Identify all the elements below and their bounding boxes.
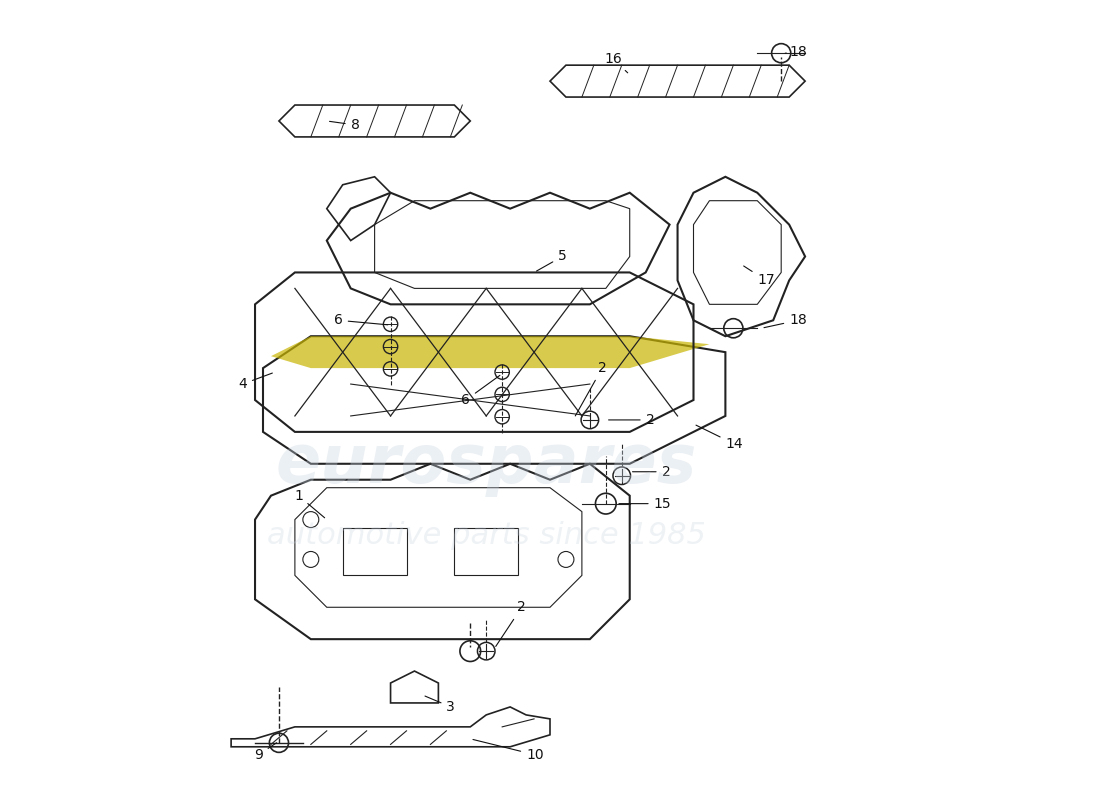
Text: 5: 5 (537, 250, 566, 271)
Text: 2: 2 (608, 413, 654, 427)
Text: 6: 6 (461, 375, 499, 407)
Text: 6: 6 (333, 314, 388, 327)
Text: 1: 1 (294, 489, 324, 518)
Text: 17: 17 (744, 266, 774, 287)
Text: 2: 2 (496, 600, 526, 646)
Text: 4: 4 (239, 373, 273, 391)
Text: 2: 2 (575, 361, 606, 416)
Text: 18: 18 (764, 314, 807, 328)
Text: 14: 14 (696, 425, 742, 451)
Text: 16: 16 (604, 52, 628, 73)
Text: 15: 15 (619, 497, 671, 510)
Text: eurospares: eurospares (275, 430, 697, 497)
Text: 9: 9 (254, 742, 276, 762)
Text: 10: 10 (473, 739, 543, 762)
Text: 3: 3 (425, 696, 455, 714)
Text: 18: 18 (785, 46, 807, 59)
Polygon shape (271, 336, 710, 368)
Text: 8: 8 (330, 118, 360, 132)
Text: automotive parts since 1985: automotive parts since 1985 (267, 521, 706, 550)
Text: 2: 2 (632, 465, 670, 478)
